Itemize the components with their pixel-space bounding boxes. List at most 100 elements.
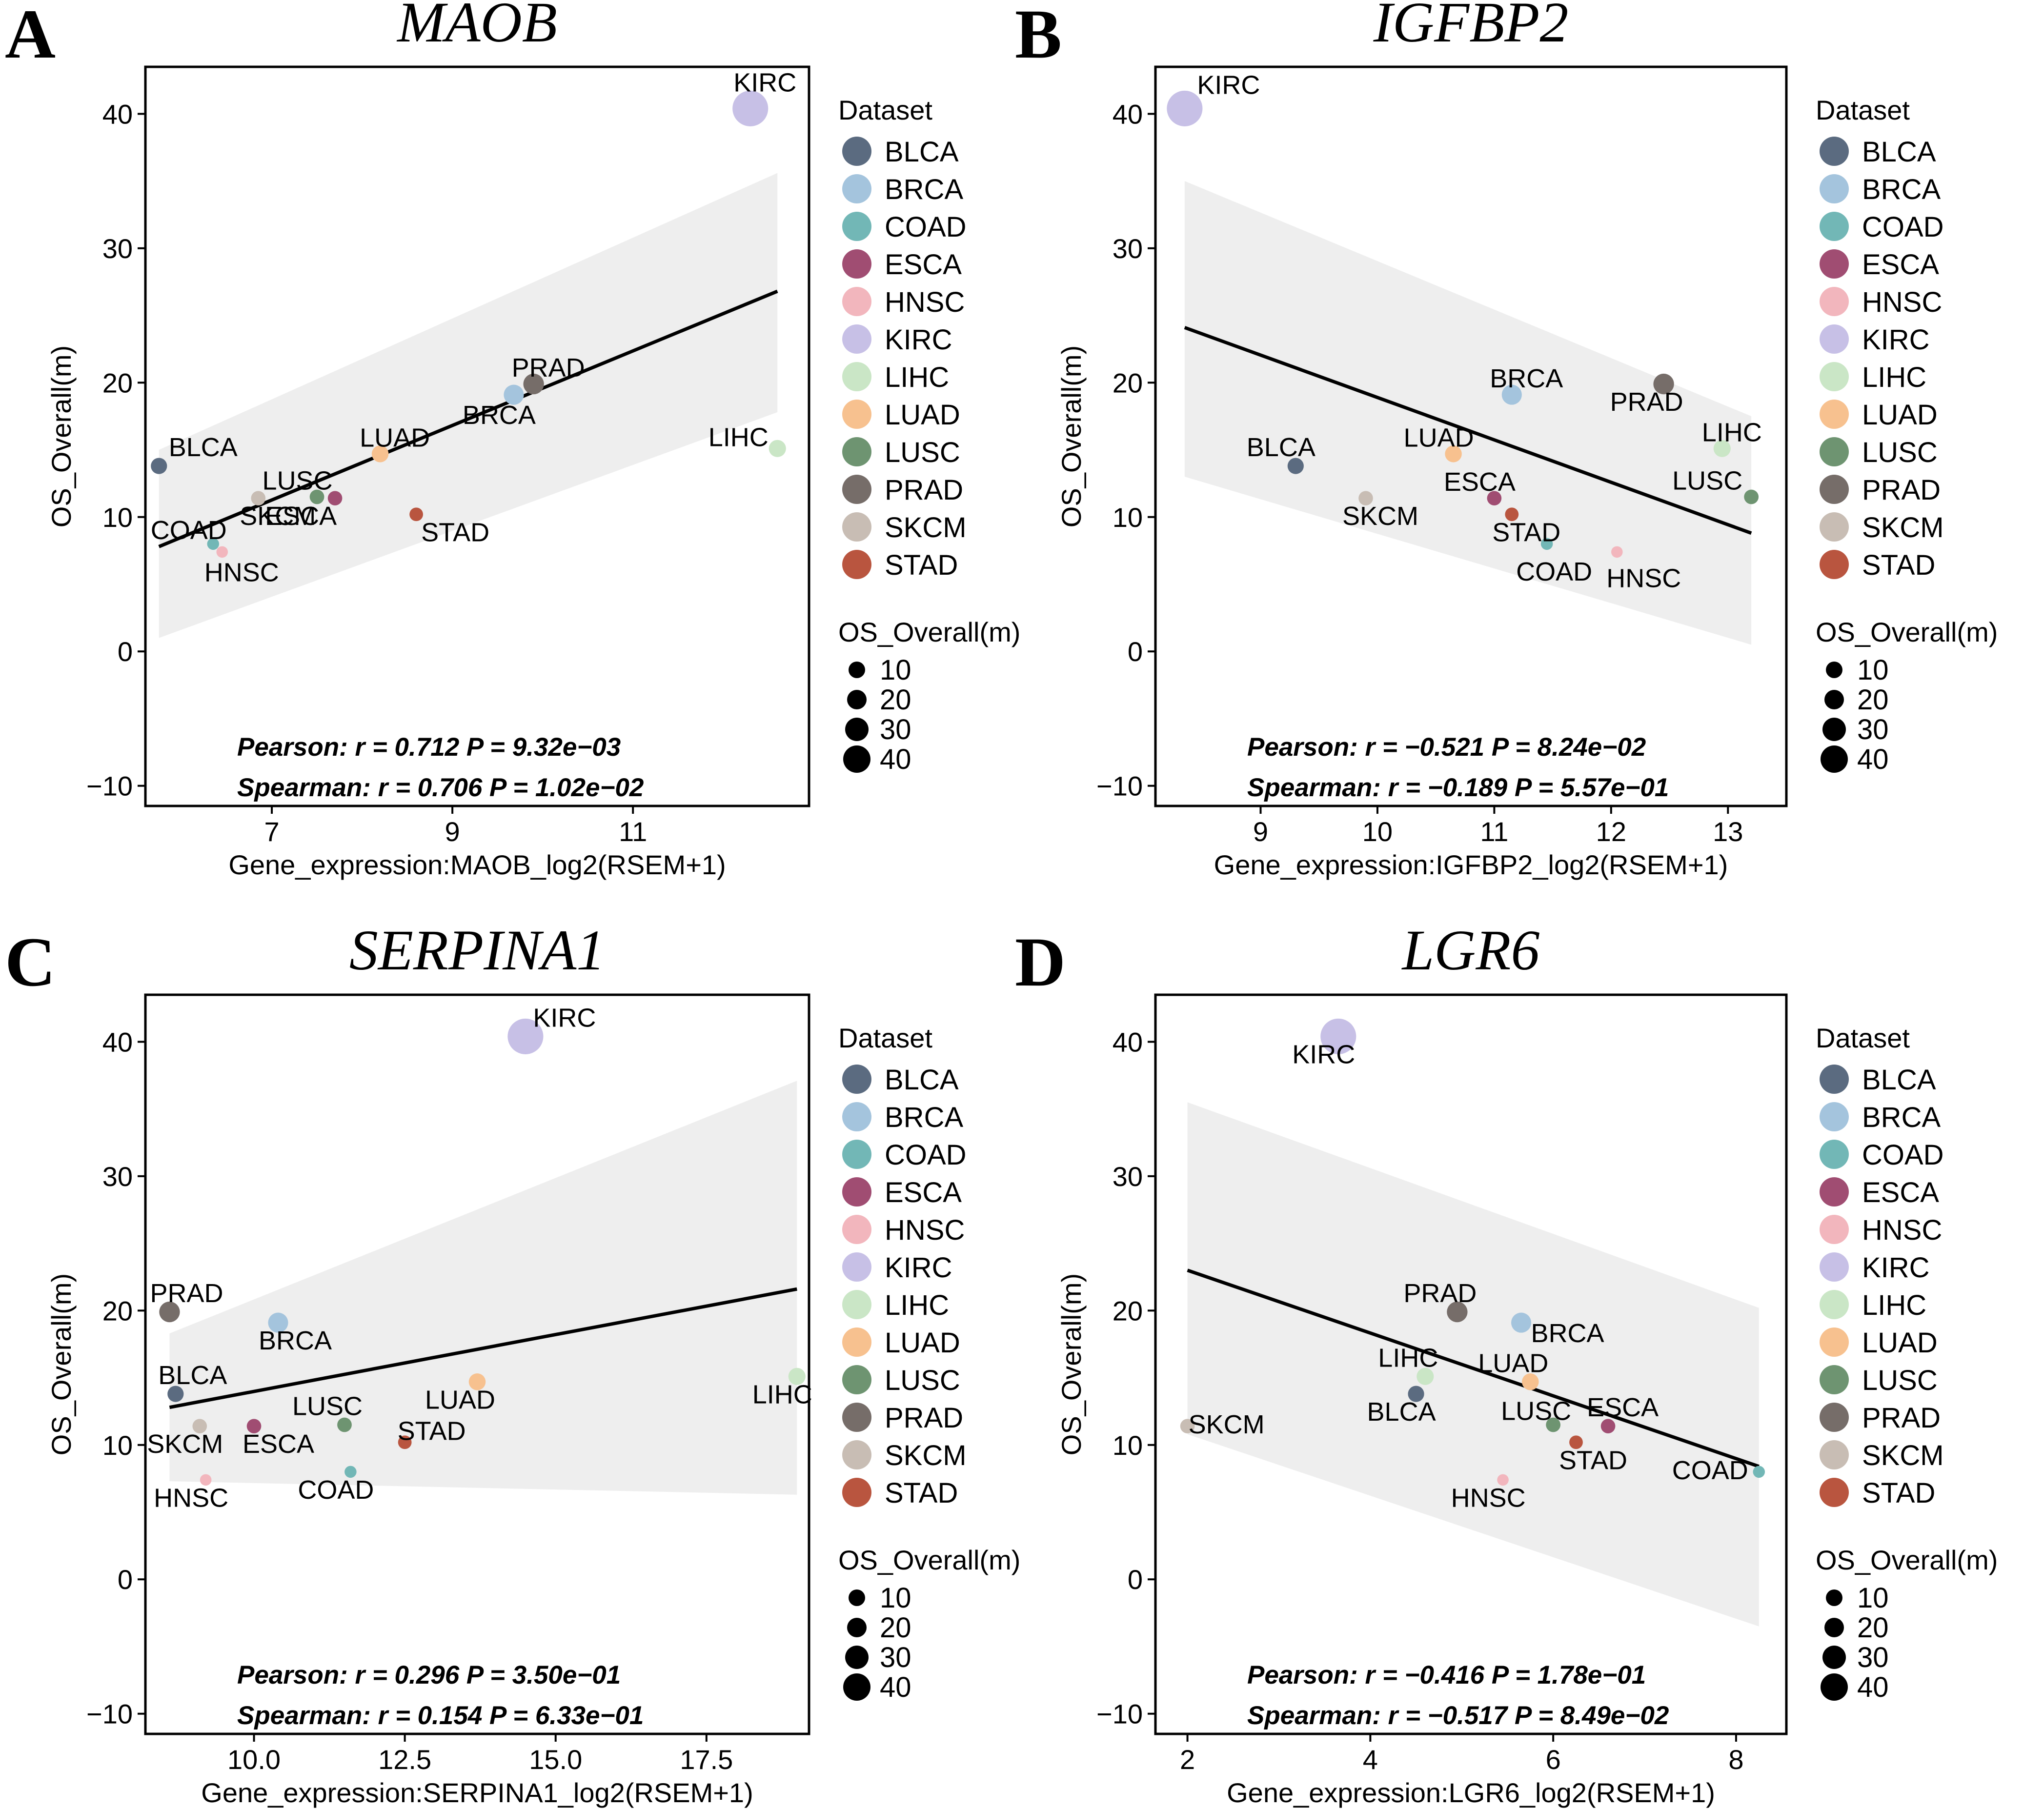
point-lihc	[788, 1368, 806, 1385]
legend-label-hnsc: HNSC	[1862, 286, 1942, 318]
legend-label-kirc: KIRC	[1862, 1252, 1930, 1284]
point-label-coad: COAD	[298, 1475, 374, 1505]
point-label-brca: BRCA	[1531, 1319, 1604, 1348]
size-legend-dot	[845, 1646, 869, 1669]
legend-label-prad: PRAD	[1862, 474, 1941, 506]
size-legend-label: 20	[1857, 684, 1889, 716]
gene-title: IGFBP2	[1373, 0, 1569, 54]
point-esca	[327, 491, 343, 506]
point-label-kirc: KIRC	[733, 68, 796, 97]
legend-label-lusc: LUSC	[885, 437, 960, 468]
size-legend-label: 20	[1857, 1612, 1889, 1644]
spearman-stat: Spearman: r = −0.189 P = 5.57e−01	[1247, 773, 1669, 802]
point-blca	[1408, 1386, 1424, 1402]
spearman-stat: Spearman: r = 0.706 P = 1.02e−02	[237, 773, 644, 802]
legend-label-luad: LUAD	[885, 399, 960, 431]
point-lusc	[309, 489, 324, 504]
point-label-kirc: KIRC	[1197, 70, 1260, 100]
y-tick-label: 30	[1113, 233, 1143, 264]
panel-d: D LGR6 BLCA BRCA COAD ESCA HNSC KIRC LIHC LUAD LUS…	[1015, 918, 1998, 1808]
legend-title: Dataset	[1816, 1023, 1910, 1053]
legend-swatch-kirc	[1820, 324, 1849, 354]
legend-swatch-brca	[842, 1102, 871, 1131]
panel-letter: B	[1015, 0, 1062, 73]
legend-label-lusc: LUSC	[1862, 437, 1938, 468]
y-tick-label: −10	[1096, 1699, 1143, 1730]
point-label-skcm: SKCM	[1342, 502, 1418, 531]
legend-swatch-esca	[842, 249, 871, 279]
point-prad	[159, 1301, 180, 1323]
point-brca	[504, 384, 524, 405]
point-label-skcm: SKCM	[240, 502, 316, 531]
point-prad	[1653, 373, 1674, 395]
point-stad	[1569, 1435, 1583, 1449]
legend-label-coad: COAD	[1862, 211, 1944, 243]
legend-swatch-lusc	[1820, 437, 1849, 466]
point-luad	[1522, 1373, 1539, 1390]
point-stad	[1505, 507, 1519, 522]
x-tick-label: 12.5	[378, 1744, 431, 1775]
point-label-skcm: SKCM	[147, 1429, 223, 1459]
x-tick-label: 13	[1713, 816, 1743, 847]
confidence-band	[169, 1081, 797, 1495]
legend-label-stad: STAD	[1862, 1477, 1935, 1509]
panel-letter: A	[5, 0, 56, 73]
x-tick-label: 6	[1546, 1744, 1561, 1775]
point-label-prad: PRAD	[1610, 387, 1683, 417]
y-tick-label: 10	[102, 502, 133, 533]
legend-label-blca: BLCA	[1862, 1064, 1936, 1096]
confidence-band	[1184, 181, 1752, 645]
size-legend-label: 10	[1857, 654, 1889, 686]
legend-label-skcm: SKCM	[885, 512, 967, 543]
point-label-blca: BLCA	[1367, 1397, 1436, 1427]
y-tick-label: 0	[118, 636, 133, 667]
legend-label-lihc: LIHC	[885, 1289, 949, 1321]
y-tick-label: 0	[1128, 636, 1143, 667]
legend-swatch-lihc	[842, 362, 871, 391]
size-legend-title: OS_Overall(m)	[838, 617, 1020, 647]
x-tick-label: 9	[445, 816, 460, 847]
x-tick-label: 15.0	[529, 1744, 582, 1775]
point-esca	[246, 1419, 262, 1434]
y-tick-label: 10	[1113, 1430, 1143, 1461]
point-label-hnsc: HNSC	[1451, 1483, 1526, 1512]
legend-swatch-luad	[1820, 400, 1849, 429]
point-lusc	[337, 1417, 352, 1432]
legend-swatch-luad	[842, 400, 871, 429]
point-label-skcm: SKCM	[1189, 1410, 1265, 1439]
y-tick-label: 10	[1113, 502, 1143, 533]
x-tick-label: 10	[1362, 816, 1393, 847]
point-luad	[371, 445, 389, 463]
legend-label-kirc: KIRC	[885, 324, 952, 356]
legend-swatch-esca	[842, 1177, 871, 1207]
point-label-esca: ESCA	[1587, 1393, 1659, 1422]
size-legend-title: OS_Overall(m)	[838, 1545, 1020, 1575]
point-label-stad: STAD	[1492, 518, 1560, 547]
legend-label-blca: BLCA	[885, 136, 959, 168]
legend-label-brca: BRCA	[1862, 1102, 1941, 1133]
legend-swatch-skcm	[1820, 1440, 1849, 1469]
legend-label-luad: LUAD	[885, 1327, 960, 1359]
point-label-kirc: KIRC	[1292, 1040, 1355, 1069]
point-label-prad: PRAD	[512, 353, 585, 382]
point-label-stad: STAD	[421, 518, 489, 547]
legend-swatch-blca	[1820, 1065, 1849, 1094]
point-brca	[1511, 1312, 1532, 1333]
legend-label-prad: PRAD	[885, 1402, 963, 1434]
legend-swatch-kirc	[842, 1252, 871, 1282]
x-tick-label: 10.0	[227, 1744, 281, 1775]
legend-label-skcm: SKCM	[1862, 1440, 1944, 1471]
legend-label-kirc: KIRC	[1862, 324, 1930, 356]
point-label-blca: BLCA	[1247, 433, 1315, 462]
legend-label-skcm: SKCM	[1862, 512, 1944, 543]
legend-swatch-blca	[1820, 137, 1849, 166]
spearman-stat: Spearman: r = 0.154 P = 6.33e−01	[237, 1701, 644, 1730]
size-legend-dot	[849, 1589, 865, 1606]
x-axis-title: Gene_expression:SERPINA1_log2(RSEM+1)	[201, 1777, 753, 1808]
size-legend-label: 20	[880, 1612, 911, 1644]
size-legend-title: OS_Overall(m)	[1816, 1545, 1998, 1575]
legend-swatch-lusc	[1820, 1365, 1849, 1394]
point-label-lihc: LIHC	[752, 1380, 812, 1409]
y-tick-label: 40	[1113, 1026, 1143, 1057]
point-label-brca: BRCA	[463, 401, 536, 430]
